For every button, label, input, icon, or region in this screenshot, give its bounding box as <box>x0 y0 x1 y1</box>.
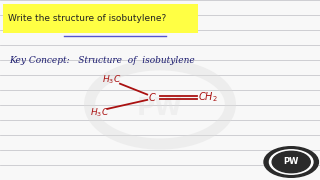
Circle shape <box>272 151 310 173</box>
Text: Write the structure of isobutylene?: Write the structure of isobutylene? <box>8 14 166 23</box>
Text: $C$: $C$ <box>148 91 156 103</box>
Text: PW: PW <box>137 96 183 120</box>
FancyBboxPatch shape <box>3 4 198 33</box>
Circle shape <box>264 147 318 177</box>
Circle shape <box>269 150 313 174</box>
Text: PW: PW <box>284 158 299 166</box>
Text: $H_3C$: $H_3C$ <box>90 106 109 119</box>
Text: Key Concept:   Structure  of  isobutylene: Key Concept: Structure of isobutylene <box>10 56 195 65</box>
Text: $CH_2$: $CH_2$ <box>198 90 218 104</box>
Text: $H_3C$: $H_3C$ <box>102 74 122 86</box>
